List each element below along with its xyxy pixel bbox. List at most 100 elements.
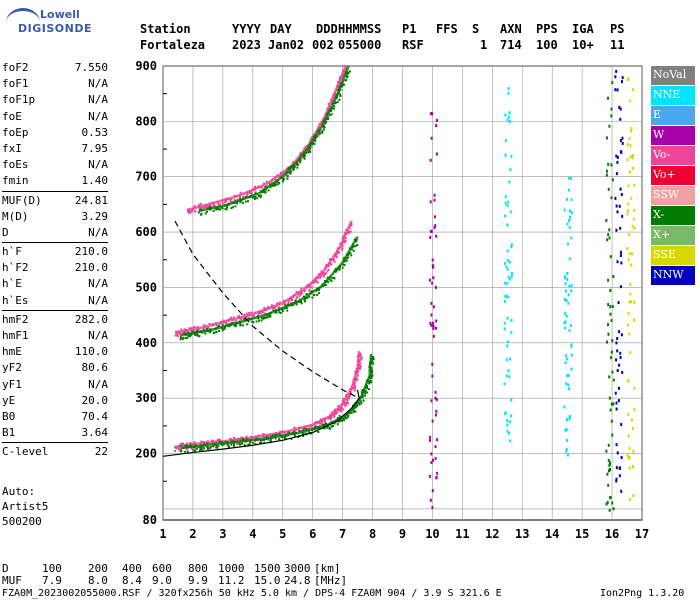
trace-point xyxy=(192,326,195,329)
trace-point xyxy=(236,202,239,205)
trace-point xyxy=(328,426,331,429)
param-value: 22 xyxy=(94,445,108,459)
echo-point xyxy=(435,152,438,156)
trace-point xyxy=(225,208,228,211)
footer-muf-value: 9.0 xyxy=(152,574,172,587)
trace-point xyxy=(232,444,235,447)
echo-point xyxy=(615,479,618,483)
trace-point xyxy=(317,427,320,430)
echo-point xyxy=(616,260,619,264)
trace-point xyxy=(369,377,372,380)
echo-point xyxy=(608,375,611,379)
trace-point xyxy=(296,436,299,439)
trace-point xyxy=(359,400,362,403)
trace-point xyxy=(341,248,344,251)
echo-point xyxy=(611,178,614,182)
param-name: hmF1 xyxy=(2,329,29,342)
echo-point xyxy=(614,88,617,92)
trace-point xyxy=(341,266,344,269)
trace-point xyxy=(260,194,263,197)
header-value-0: Fortaleza xyxy=(140,38,206,52)
trace-point xyxy=(246,323,249,326)
trace-point xyxy=(230,198,233,201)
y-tick-label: 300 xyxy=(135,391,157,405)
ionospheric-parameters: foF2 7.550 foF1 N/A foF1p N/A foE N/A foEp 0.53 fx… xyxy=(2,60,108,461)
echo-point xyxy=(435,319,438,323)
trace-point xyxy=(344,417,347,420)
trace-point xyxy=(274,434,277,437)
trace-point xyxy=(355,377,358,380)
x-tick-label: 8 xyxy=(369,527,376,541)
echo-point xyxy=(627,323,630,327)
trace-point xyxy=(218,440,221,443)
trace-point xyxy=(299,160,302,163)
echo-point xyxy=(570,236,573,240)
echo-point xyxy=(504,195,507,199)
trace-point xyxy=(286,175,289,178)
trace-point xyxy=(235,324,238,327)
param-row-fxi: fxI 7.95 xyxy=(2,141,108,157)
trace-point xyxy=(272,184,275,187)
trace-point xyxy=(318,132,321,135)
trace-point xyxy=(312,281,315,284)
trace-point xyxy=(359,353,362,356)
trace-point xyxy=(324,284,327,287)
echo-point xyxy=(627,379,630,383)
trace-point xyxy=(336,411,339,414)
trace-point xyxy=(251,196,254,199)
echo-point xyxy=(568,215,571,219)
trace-point xyxy=(193,205,196,208)
trace-point xyxy=(321,131,324,134)
param-value: N/A xyxy=(88,225,108,239)
param-value: N/A xyxy=(88,77,108,91)
echo-point xyxy=(433,193,436,197)
echo-point xyxy=(607,332,610,336)
trace-point xyxy=(195,447,198,450)
auto-scaling-info: Auto: Artist5 500200 xyxy=(2,484,48,529)
trace-point xyxy=(327,102,330,105)
trace-point xyxy=(272,307,275,310)
trace-point xyxy=(330,416,333,419)
echo-point xyxy=(607,323,610,327)
trace-point xyxy=(324,264,327,267)
trace-point xyxy=(325,120,328,123)
trace-point xyxy=(250,192,253,195)
param-row-he: h`E N/A xyxy=(2,276,108,292)
trace-point xyxy=(369,379,372,382)
trace-point xyxy=(340,408,343,411)
param-row-hes: h`Es N/A xyxy=(2,293,108,309)
trace-point xyxy=(186,450,189,453)
trace-point xyxy=(248,312,251,315)
echo-point xyxy=(629,351,632,355)
echo-point xyxy=(430,323,433,327)
echo-point xyxy=(507,340,510,344)
header-value-8: 100 xyxy=(536,38,558,52)
trace-point xyxy=(342,83,345,86)
param-row-foes: foEs N/A xyxy=(2,157,108,173)
echo-point xyxy=(568,219,571,223)
echo-point xyxy=(606,500,609,504)
header-value-6: 1 xyxy=(480,38,488,52)
trace-point xyxy=(206,440,209,443)
trace-point xyxy=(293,426,296,429)
trace-point xyxy=(339,419,342,422)
trace-point xyxy=(302,428,305,431)
trace-point xyxy=(245,194,248,197)
echo-point xyxy=(504,139,507,143)
trace-point xyxy=(182,332,185,335)
echo-point xyxy=(627,77,630,81)
trace-point xyxy=(218,438,221,441)
trace-point xyxy=(338,251,341,254)
trace-point xyxy=(311,143,314,146)
echo-point xyxy=(612,275,615,279)
footer-muf-value: 24.8 xyxy=(284,574,311,587)
trace-point xyxy=(307,151,310,154)
trace-point xyxy=(321,273,324,276)
param-name: B0 xyxy=(2,409,16,423)
trace-point xyxy=(194,210,197,213)
echo-point xyxy=(609,255,612,259)
echo-point xyxy=(628,300,631,304)
trace-point xyxy=(321,420,324,423)
trace-point xyxy=(189,334,192,337)
header-label-10: IGA xyxy=(572,22,594,36)
